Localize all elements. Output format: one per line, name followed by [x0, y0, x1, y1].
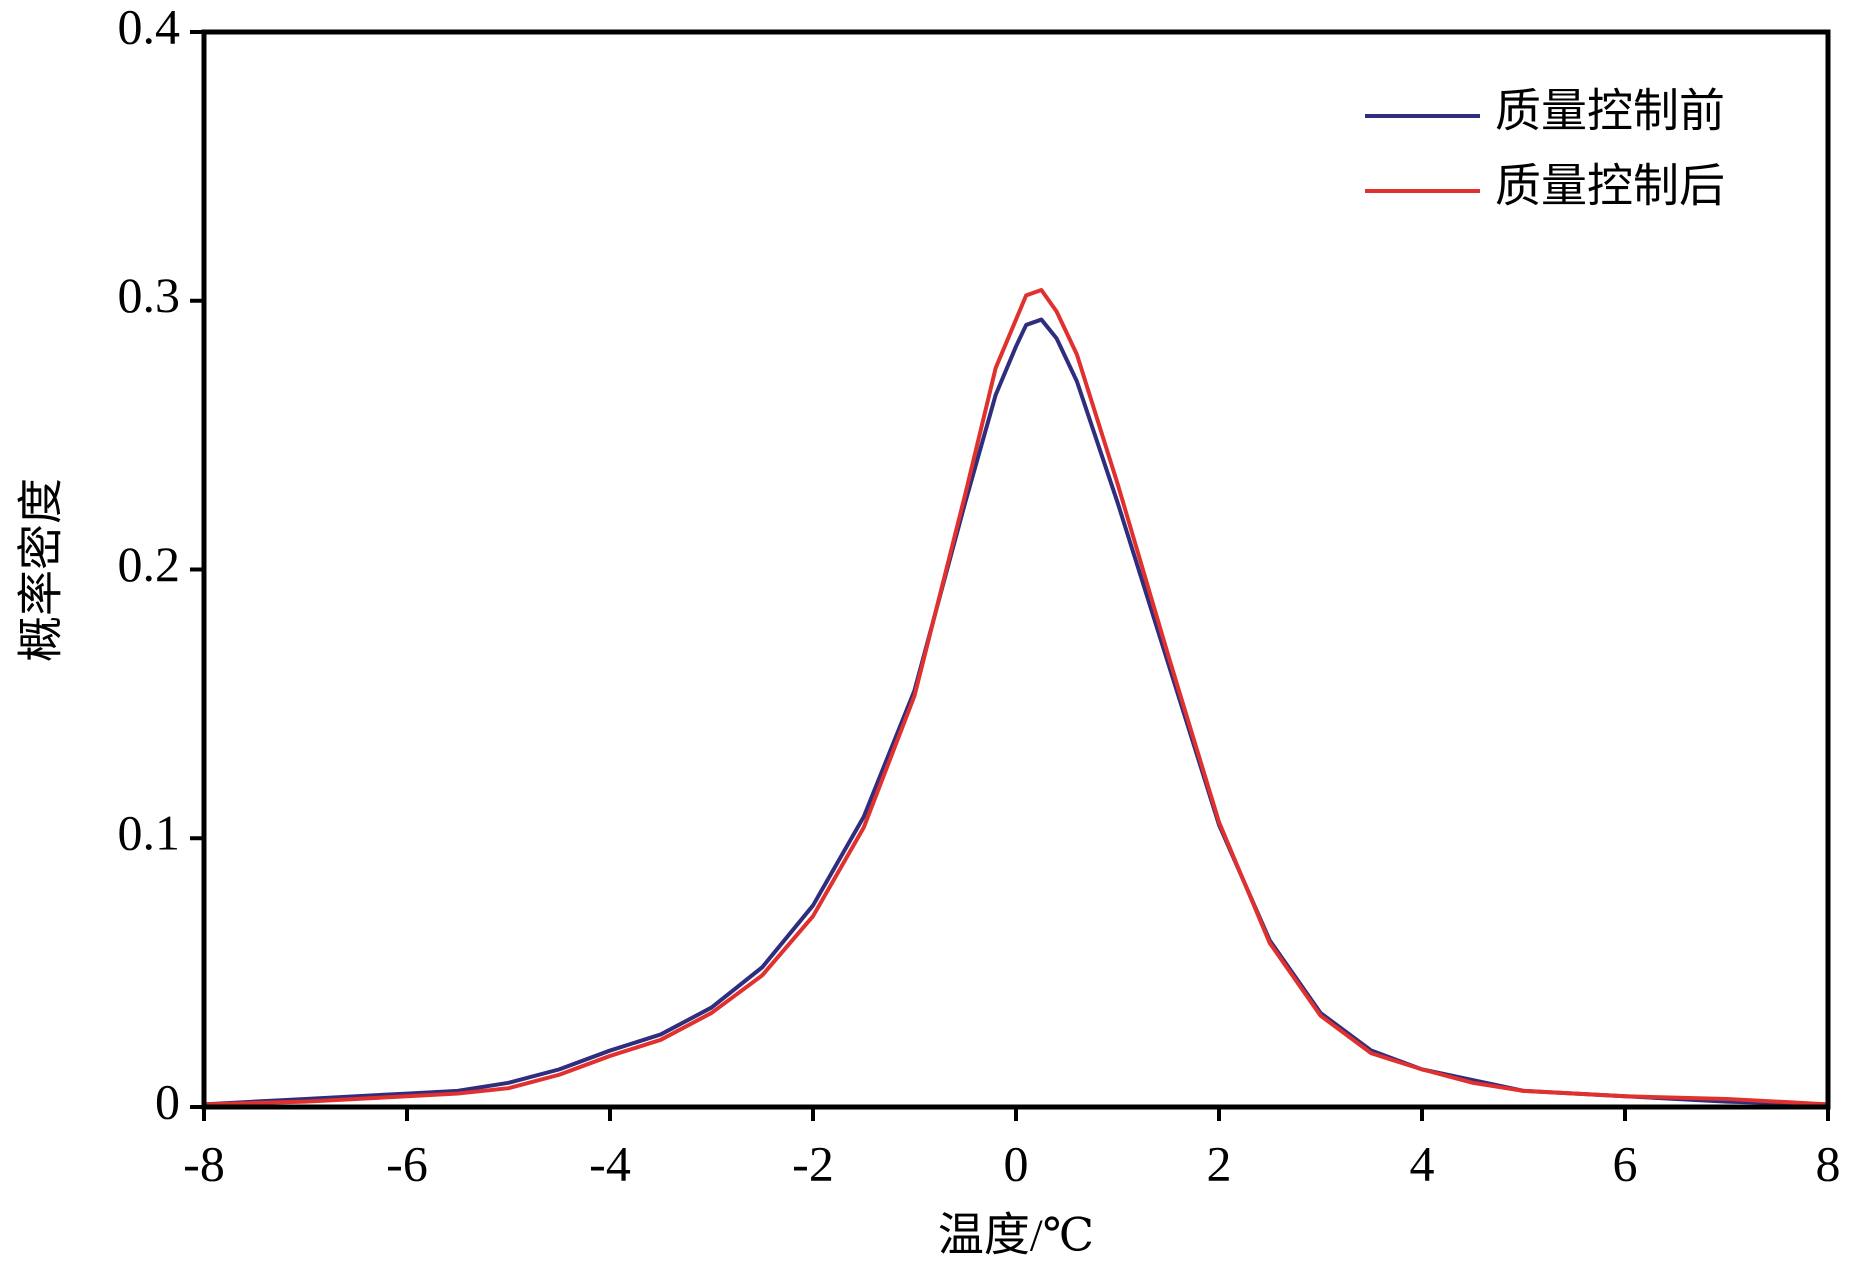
y-tick-label: 0.2: [118, 536, 181, 592]
y-tick-label: 0.4: [118, 0, 181, 54]
legend-label: 质量控制后: [1495, 161, 1725, 212]
y-axis-label: 概率密度: [16, 478, 67, 662]
line-series: [203, 288, 1829, 1107]
x-tick-label: 4: [1410, 1135, 1435, 1191]
plot-frame: [201, 29, 1831, 1110]
y-tick-label: 0.3: [118, 267, 181, 323]
x-tick-label: 8: [1816, 1135, 1841, 1191]
y-tick-label: 0.1: [118, 805, 181, 861]
x-tick-label: -8: [183, 1135, 225, 1191]
line-series: [203, 317, 1829, 1107]
x-tick-label: -6: [386, 1135, 428, 1191]
y-tick-label: 0: [155, 1073, 180, 1129]
x-tick-label: 2: [1207, 1135, 1232, 1191]
x-tick-label: -2: [792, 1135, 834, 1191]
x-tick-label: 6: [1613, 1135, 1638, 1191]
legend-label: 质量控制前: [1495, 86, 1725, 137]
x-axis-label: 温度/℃: [938, 1210, 1094, 1261]
x-tick-label: 0: [1004, 1135, 1029, 1191]
x-tick-label: -4: [589, 1135, 631, 1191]
